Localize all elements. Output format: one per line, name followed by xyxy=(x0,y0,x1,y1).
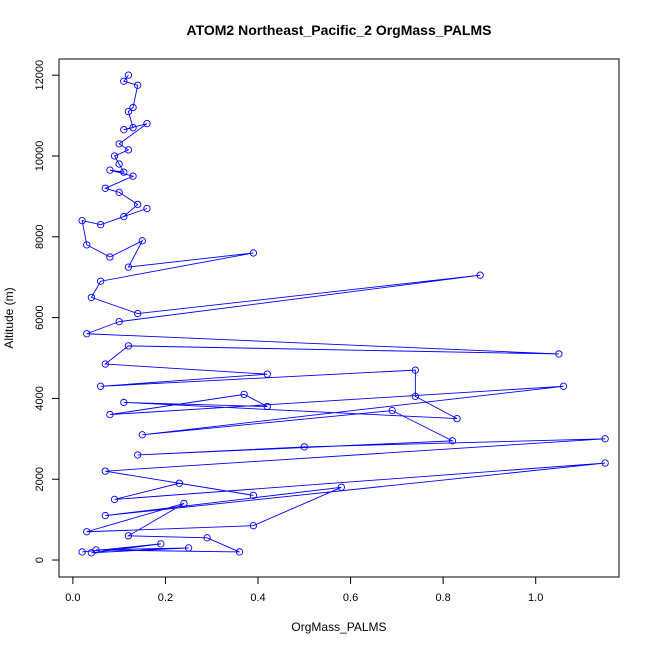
data-point xyxy=(97,382,105,390)
data-point xyxy=(83,241,91,249)
data-point xyxy=(124,107,133,116)
data-point xyxy=(601,459,609,467)
data-point xyxy=(388,406,396,415)
series xyxy=(78,71,609,557)
x-tick-label: 1.0 xyxy=(528,592,543,604)
data-point xyxy=(97,221,105,229)
data-point xyxy=(476,271,484,279)
data-point xyxy=(110,495,119,504)
data-point xyxy=(337,483,345,491)
data-point xyxy=(120,212,128,221)
data-point xyxy=(134,81,142,89)
data-point xyxy=(129,103,137,112)
data-point xyxy=(249,491,258,500)
data-point xyxy=(411,366,420,374)
x-axis-label: OrgMass_PALMS xyxy=(291,620,386,634)
data-point xyxy=(101,360,109,368)
series-line xyxy=(81,74,606,554)
data-point xyxy=(101,467,109,475)
data-point xyxy=(78,216,86,225)
data-point xyxy=(203,534,211,542)
x-tick-label: 0.0 xyxy=(65,592,80,604)
data-point xyxy=(106,410,114,419)
data-point xyxy=(120,77,128,85)
data-point xyxy=(134,451,142,459)
x-tick-label: 0.8 xyxy=(435,592,450,604)
y-tick-label: 6000 xyxy=(34,305,46,329)
y-tick-label: 10000 xyxy=(34,141,46,172)
data-point xyxy=(235,548,244,556)
data-point xyxy=(124,532,133,540)
data-point xyxy=(124,263,133,271)
data-point xyxy=(87,549,96,557)
data-point xyxy=(138,237,146,245)
data-point xyxy=(87,293,96,302)
data-point xyxy=(106,253,114,261)
data-point xyxy=(134,200,142,209)
data-point xyxy=(559,382,568,390)
y-axis-label: Altitude (m) xyxy=(2,287,16,348)
data-point xyxy=(134,309,142,318)
data-point xyxy=(601,435,609,443)
data-point xyxy=(263,402,271,411)
data-point xyxy=(110,152,119,160)
data-point xyxy=(78,548,86,556)
data-point xyxy=(453,414,461,423)
data-point xyxy=(180,499,188,508)
data-point xyxy=(124,71,133,79)
y-tick-label: 2000 xyxy=(34,467,46,491)
data-point xyxy=(555,350,563,358)
data-point xyxy=(138,431,146,439)
data-point xyxy=(143,204,151,213)
data-point xyxy=(115,188,123,196)
y-tick-label: 8000 xyxy=(34,225,46,249)
data-point xyxy=(115,160,123,168)
data-point xyxy=(120,168,128,176)
data-point xyxy=(115,317,123,326)
data-point xyxy=(300,443,308,451)
data-point xyxy=(411,392,420,401)
chart-title: ATOM2 Northeast_Pacific_2 OrgMass_PALMS xyxy=(187,22,492,38)
data-point xyxy=(101,184,109,192)
data-point xyxy=(83,330,91,338)
x-tick-label: 0.4 xyxy=(250,592,265,604)
data-point xyxy=(129,124,137,132)
data-point xyxy=(124,146,133,154)
data-point xyxy=(249,522,258,530)
data-point xyxy=(263,370,271,378)
data-point xyxy=(240,390,248,399)
y-tick-label: 4000 xyxy=(34,386,46,410)
data-point xyxy=(157,540,165,548)
x-tick-label: 0.2 xyxy=(158,592,173,604)
data-point xyxy=(184,544,193,552)
data-point xyxy=(448,437,457,445)
y-axis: 0 2000 4000 6000 8000 10000 12000 xyxy=(34,60,60,563)
data-point xyxy=(115,140,123,148)
data-point xyxy=(175,479,183,487)
plot-area xyxy=(58,58,620,578)
data-point xyxy=(83,528,91,536)
x-tick-label: 0.6 xyxy=(343,592,358,604)
data-point xyxy=(120,398,128,407)
y-tick-label: 12000 xyxy=(34,60,46,91)
data-point xyxy=(101,511,109,520)
y-tick-label: 0 xyxy=(34,557,46,563)
data-point xyxy=(124,342,133,350)
data-point xyxy=(106,166,114,174)
x-axis: 0.0 0.2 0.4 0.6 0.8 1.0 xyxy=(65,576,543,604)
data-point xyxy=(249,249,258,257)
data-point xyxy=(143,120,151,128)
data-point xyxy=(129,172,137,180)
data-point xyxy=(97,277,105,285)
data-point xyxy=(120,126,128,134)
